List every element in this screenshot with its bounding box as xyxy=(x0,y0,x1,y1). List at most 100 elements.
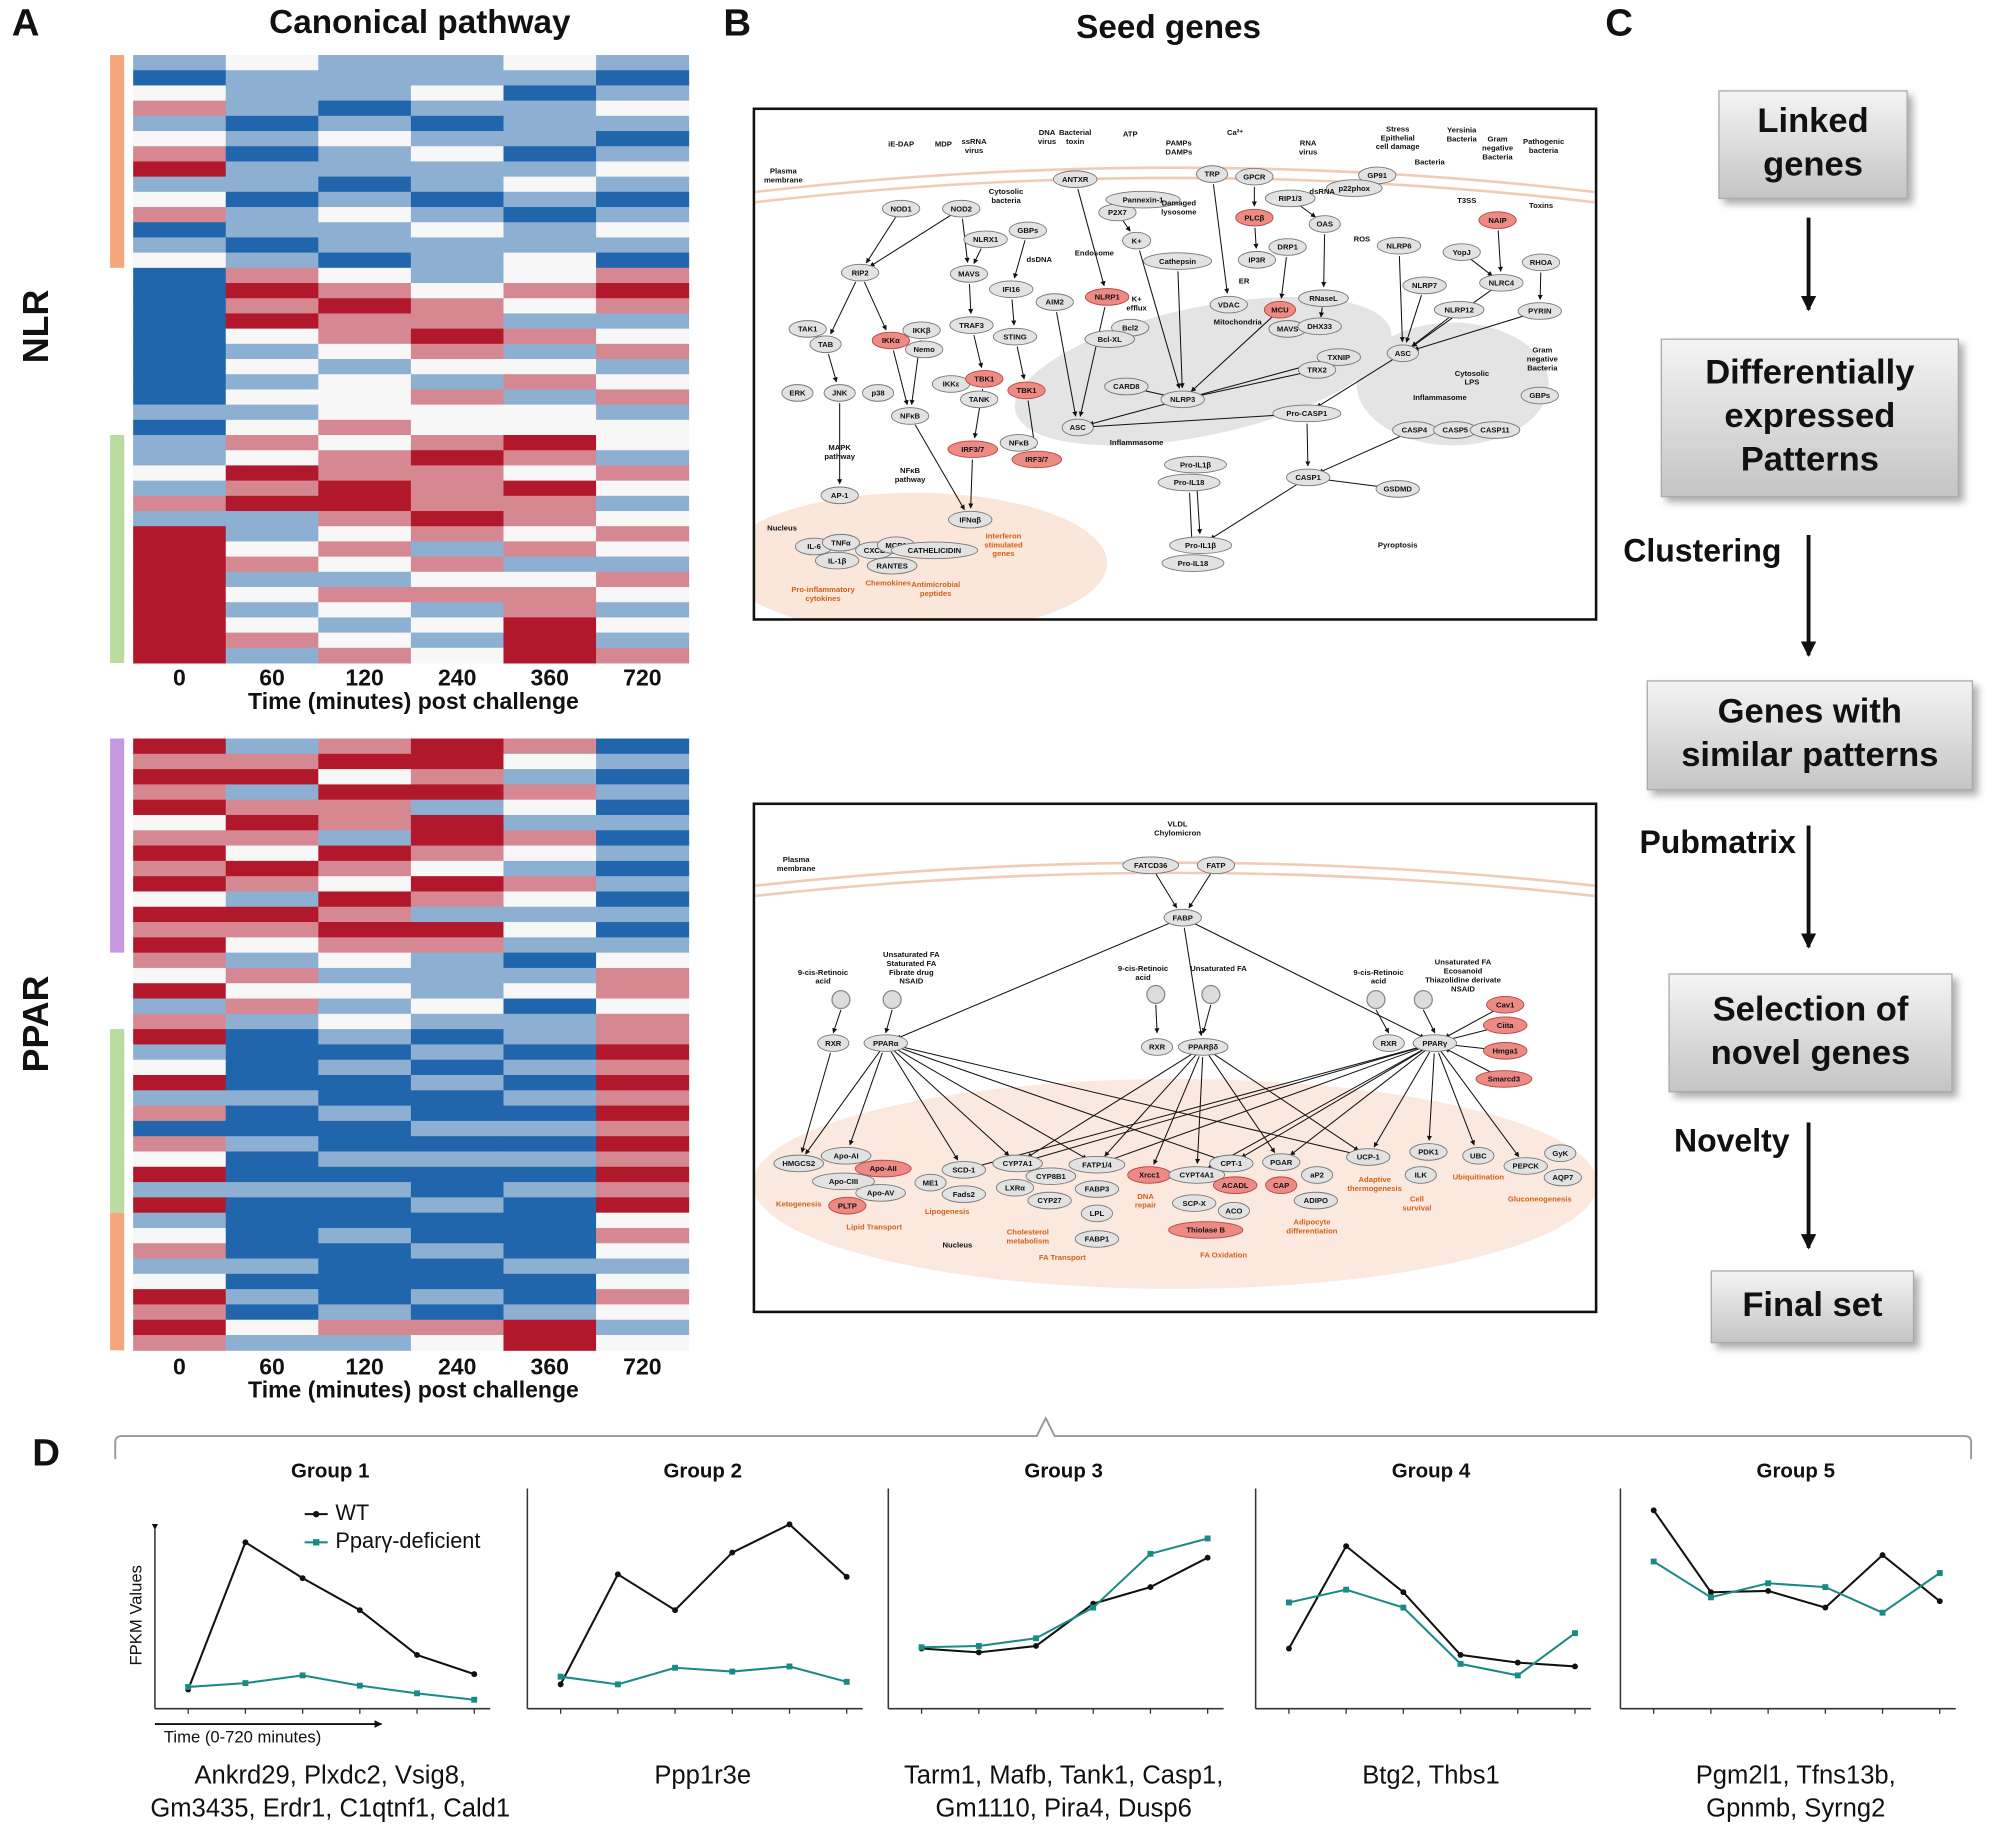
heatmap-cell xyxy=(225,1075,319,1091)
heatmap-cell xyxy=(133,495,227,512)
legend-swatch xyxy=(312,1539,320,1546)
pathway-note: Thiazolidine derivate xyxy=(1425,975,1501,984)
pathway-node-label: CATHELICIDIN xyxy=(908,546,962,555)
heatmap-cell xyxy=(133,313,227,330)
heatmap-cell xyxy=(133,1319,227,1336)
heatmap-cell xyxy=(410,1151,504,1168)
pathway-node-label: IKKα xyxy=(882,336,900,345)
pathway-edge xyxy=(1122,220,1131,232)
heatmap-cell xyxy=(596,784,690,801)
heatmap-cell xyxy=(318,1319,412,1336)
pathway-note: Lipid Transport xyxy=(846,1222,902,1231)
pathway-node-label: RANTES xyxy=(876,561,907,570)
pathway-node xyxy=(890,407,930,425)
heatmap-cell xyxy=(225,55,319,71)
pathway-note: DAMPs xyxy=(1165,147,1192,156)
heatmap-cell xyxy=(503,632,597,649)
pathway-node-label: RHOA xyxy=(1530,258,1553,267)
chart-title: Group 1 xyxy=(291,1459,369,1482)
pathway-note: acid xyxy=(1135,973,1151,982)
heatmap-cell xyxy=(410,328,504,345)
heatmap-cell xyxy=(503,587,597,603)
heatmap-cell xyxy=(503,55,597,71)
pathway-node-label: CARD8 xyxy=(1113,382,1140,391)
heatmap-cell xyxy=(133,161,227,178)
heatmap-cell xyxy=(318,891,412,908)
heatmap-cell xyxy=(318,571,412,588)
heatmap-cell xyxy=(596,891,690,908)
heatmap-cell xyxy=(596,753,690,770)
heatmap-cell xyxy=(225,435,319,451)
heatmap-cell xyxy=(225,1335,319,1351)
heatmap-cell xyxy=(318,131,412,147)
pathway-note: Cytosolic xyxy=(1455,369,1490,378)
heatmap-cell xyxy=(596,937,690,954)
heatmap-cell xyxy=(133,617,227,634)
pathway-note: MAPK xyxy=(828,443,851,452)
heatmap-cell xyxy=(503,922,597,938)
heatmap-cell xyxy=(318,1258,412,1275)
pathway-edge xyxy=(1155,873,1178,909)
heatmap-cell xyxy=(410,799,504,816)
heatmap-cell xyxy=(410,267,504,284)
pathway-node xyxy=(1035,293,1074,311)
pathway-node-label: Apo-AI xyxy=(834,1151,859,1160)
bracket xyxy=(114,1416,1973,1460)
pathway-note: Cholesterol xyxy=(1007,1228,1049,1237)
heatmap-cell xyxy=(596,131,690,147)
pathway-note: Ubiquitination xyxy=(1453,1173,1505,1182)
pathway-node xyxy=(1544,1144,1577,1162)
pathway-edge xyxy=(1440,1051,1520,1158)
pathway-node-label: Ciita xyxy=(1497,1021,1514,1030)
pathway-node-label: ANTXR xyxy=(1062,175,1089,184)
heatmap-cell xyxy=(503,1243,597,1260)
pathway-node xyxy=(1297,317,1342,336)
pathway-node xyxy=(1517,302,1562,320)
pathway-note: Adaptive xyxy=(1359,1175,1391,1184)
heatmap-cell xyxy=(410,906,504,923)
pathway-node xyxy=(1008,221,1047,240)
heatmap-cell xyxy=(225,799,319,816)
heatmap-cell xyxy=(596,1166,690,1183)
pathway-node xyxy=(1235,208,1274,227)
pathway-node xyxy=(1217,1202,1250,1220)
heatmap-cell xyxy=(133,556,227,573)
chart-title: Group 4 xyxy=(1392,1459,1471,1482)
pathway-edge xyxy=(1316,358,1395,408)
heatmap-cell xyxy=(596,176,690,193)
heatmap-cell xyxy=(225,100,319,117)
heatmap-cell xyxy=(596,526,690,542)
heatmap-cell xyxy=(318,450,412,466)
heatmap-cell xyxy=(596,55,690,71)
pathway-node xyxy=(1386,344,1419,363)
heatmap-cell xyxy=(318,998,412,1015)
x-tick-label: 720 xyxy=(623,665,661,691)
heatmap-cell xyxy=(225,495,319,512)
heatmap-cell xyxy=(133,952,227,969)
x-tick-label: 360 xyxy=(531,1353,569,1379)
heatmap-cell xyxy=(225,952,319,969)
heatmap-cell xyxy=(503,511,597,527)
pathway-note: acid xyxy=(1371,977,1387,986)
heatmap-cell xyxy=(596,146,690,162)
flow-box xyxy=(1668,973,1953,1093)
heatmap-cell xyxy=(133,450,227,466)
point xyxy=(1090,1604,1097,1611)
heatmap-cell xyxy=(318,1182,412,1198)
heatmap-cell xyxy=(596,191,690,208)
heatmap-cell xyxy=(410,1258,504,1275)
heatmap-cell xyxy=(410,1319,504,1336)
pathway-edge xyxy=(865,216,897,264)
heatmap-cell xyxy=(318,435,412,451)
pathway-node-label: IKKε xyxy=(943,380,960,389)
heatmap-cell xyxy=(225,1029,319,1045)
pathway-node-label: CAP xyxy=(1273,1181,1289,1190)
heatmap-cell xyxy=(133,571,227,588)
pathway-node-label: TRP xyxy=(1204,170,1219,179)
point xyxy=(1650,1558,1657,1565)
heatmap-cell xyxy=(133,252,227,269)
pathway-node-label: MAVS xyxy=(958,270,980,279)
heatmap-cell xyxy=(318,845,412,862)
pathway-edge xyxy=(895,921,1174,1040)
heatmap-cell xyxy=(318,1029,412,1045)
